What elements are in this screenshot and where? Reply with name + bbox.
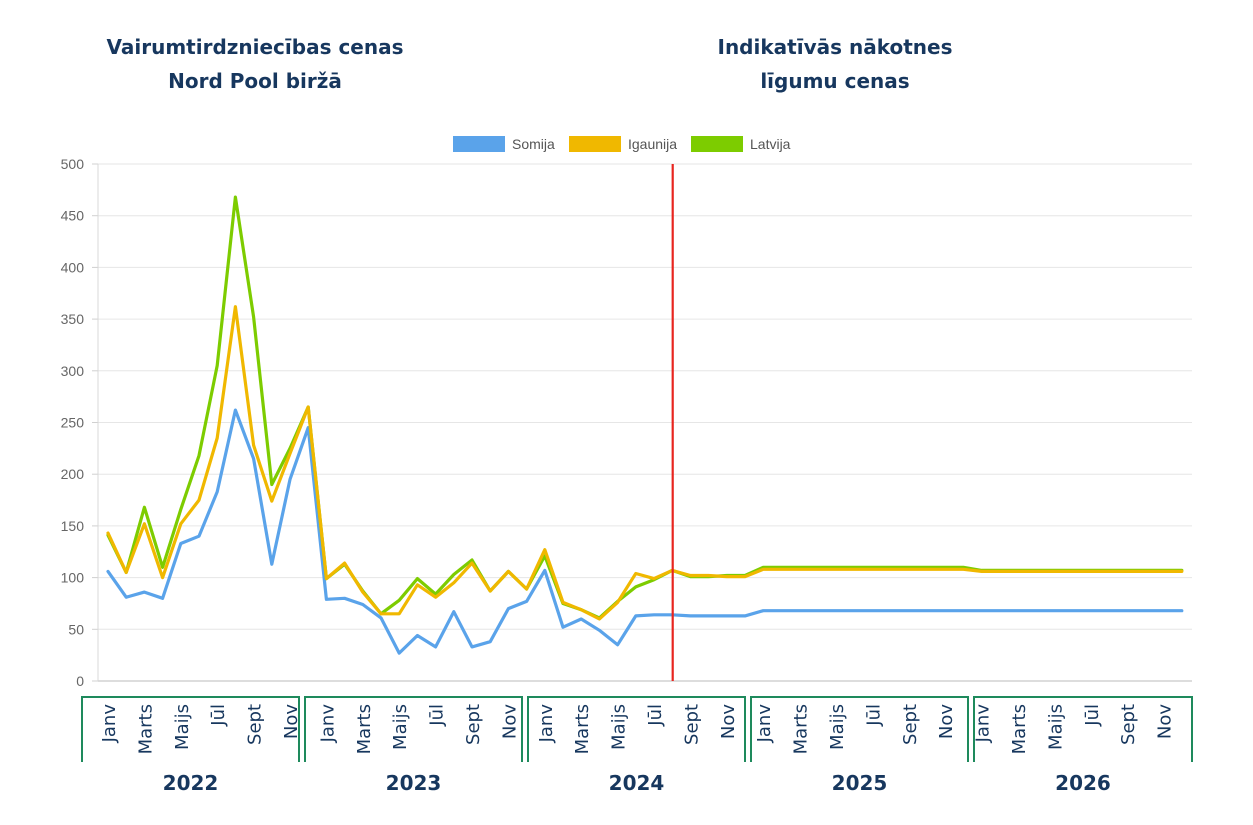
y-tick-label: 350 (61, 311, 85, 327)
heading-left-line1: Vairumtirdzniecības cenas (106, 35, 404, 59)
month-label: Maijs (827, 704, 848, 750)
year-bracket (81, 696, 300, 762)
y-tick-label: 450 (61, 208, 85, 224)
y-tick-label: 0 (76, 673, 84, 689)
year-group-2024: 2024 Janv Marts Maijs Jūl Sept Nov (527, 696, 746, 795)
series-line-igaunija (106, 305, 1184, 621)
year-group-2025: 2025 Janv Marts Maijs Jūl Sept Nov (750, 696, 969, 795)
month-label: Sept (463, 704, 484, 745)
year-label: 2026 (1055, 771, 1111, 795)
month-label: Marts (354, 704, 375, 754)
month-label: Maijs (1045, 704, 1066, 750)
y-tick-label: 150 (61, 518, 85, 534)
year-group-2023: 2023 Janv Marts Maijs Jūl Sept Nov (304, 696, 523, 795)
month-label: Janv (754, 704, 775, 744)
grid-layer (98, 163, 1192, 682)
month-label: Nov (281, 704, 302, 739)
month-label: Janv (317, 704, 338, 744)
y-tick-label: 300 (61, 363, 85, 379)
month-label: Jūl (208, 704, 229, 727)
y-tick-label: 400 (61, 259, 85, 275)
year-label: 2024 (609, 771, 665, 795)
year-bracket (527, 696, 746, 762)
year-group-2026: 2026 Janv Marts Maijs Jūl Sept Nov (973, 696, 1193, 795)
month-label: Marts (1009, 704, 1030, 754)
legend-label-igaunija: Igaunija (628, 136, 677, 152)
series-line-somija (106, 408, 1184, 655)
year-bracket (304, 696, 523, 762)
year-label: 2022 (163, 771, 219, 795)
heading-right: Indikatīvās nākotnes līgumu cenas (680, 30, 990, 98)
month-label: Maijs (172, 704, 193, 750)
x-axis-labels: 2022 Janv Marts Maijs Jūl Sept Nov 2023 Janv Mart… (81, 696, 1193, 795)
year-label: 2025 (832, 771, 888, 795)
legend: Somija Igaunija Latvija (453, 136, 791, 152)
legend-label-somija: Somija (512, 136, 555, 152)
heading-left: Vairumtirdzniecības cenas Nord Pool birž… (100, 30, 410, 98)
y-tick-label: 500 (61, 156, 85, 172)
month-label: Nov (499, 704, 520, 739)
month-label: Marts (135, 704, 156, 754)
month-label: Jūl (645, 704, 666, 727)
y-tick-label: 250 (61, 415, 85, 431)
y-tick-label: 100 (61, 570, 85, 586)
year-bracket (973, 696, 1193, 762)
month-label: Janv (99, 704, 120, 744)
axis-layer: 0 50 100 150 200 250 300 350 400 450 500 (61, 156, 99, 689)
year-label: 2023 (386, 771, 442, 795)
year-group-2022: 2022 Janv Marts Maijs Jūl Sept Nov (81, 696, 302, 795)
legend-swatch-igaunija (569, 136, 621, 152)
month-label: Jūl (1082, 704, 1103, 727)
month-label: Sept (681, 704, 702, 745)
legend-label-latvija: Latvija (750, 136, 791, 152)
month-label: Maijs (609, 704, 630, 750)
year-bracket (750, 696, 969, 762)
heading-right-line1: Indikatīvās nākotnes (717, 35, 953, 59)
month-label: Nov (936, 704, 957, 739)
heading-right-line2: līgumu cenas (760, 69, 910, 93)
month-label: Jūl (863, 704, 884, 727)
month-label: Janv (973, 704, 994, 744)
month-label: Sept (245, 704, 266, 745)
month-label: Marts (572, 704, 593, 754)
series-layer (106, 195, 1184, 655)
month-label: Janv (536, 704, 557, 744)
heading-left-line2: Nord Pool biržā (168, 69, 342, 93)
month-label: Jūl (427, 704, 448, 727)
legend-swatch-somija (453, 136, 505, 152)
y-tick-label: 200 (61, 466, 85, 482)
month-label: Nov (718, 704, 739, 739)
month-label: Sept (900, 704, 921, 745)
month-label: Nov (1155, 704, 1176, 739)
legend-swatch-latvija (691, 136, 743, 152)
month-label: Maijs (390, 704, 411, 750)
month-label: Sept (1118, 704, 1139, 745)
month-label: Marts (791, 704, 812, 754)
y-tick-label: 50 (68, 621, 84, 637)
